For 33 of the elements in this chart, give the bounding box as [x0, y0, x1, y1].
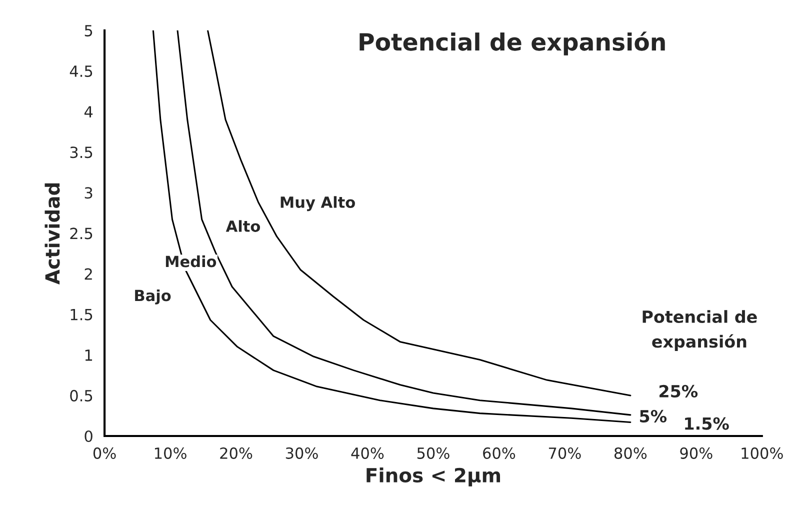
text: 1.5%	[685, 417, 729, 430]
y-tick-label: 2	[84, 268, 92, 280]
y-tick-label: 5	[84, 25, 92, 36]
y-tick-label: 0	[84, 430, 92, 442]
series-label: 25%	[660, 384, 698, 398]
x-tick-label: 10%	[154, 447, 186, 459]
y-axis-title: Actividad	[44, 183, 60, 285]
x-tick-label: 50%	[417, 447, 450, 459]
annotation: Alto	[226, 220, 260, 232]
y-tick-label: 1	[85, 350, 92, 361]
x-tick-label: 40%	[351, 447, 384, 459]
x-tick-label: 60%	[483, 447, 516, 459]
annotation: Medio	[166, 255, 216, 268]
y-tick-label: 2.5	[70, 228, 92, 240]
y-tick-label: 4	[84, 106, 93, 118]
x-tick-label: 80%	[614, 447, 647, 459]
annotation: Bajo	[135, 289, 171, 304]
x-tick-label: 30%	[286, 447, 318, 459]
legend-title: Potencial de expansión	[642, 310, 757, 352]
x-tick-label: 90%	[680, 447, 712, 459]
annotation: Muy Alto	[280, 196, 355, 212]
series-label: 5%	[640, 410, 667, 423]
y-tick-label: 3	[84, 187, 92, 199]
y-tick-label: 4.5	[70, 66, 92, 77]
x-tick-label: 20%	[220, 447, 252, 459]
x-tick-label: 100%	[742, 447, 783, 459]
y-tick-label: 3.5	[70, 146, 92, 158]
y-tick-label: 0.5	[70, 390, 92, 402]
y-tick-label: 1.5	[70, 309, 92, 320]
x-tick-label: 70%	[548, 447, 581, 459]
chart-title: Potencial de expansión	[360, 32, 665, 56]
x-axis-title: Finos < 2µm	[366, 467, 500, 486]
x-tick-label: 0%	[93, 447, 116, 459]
